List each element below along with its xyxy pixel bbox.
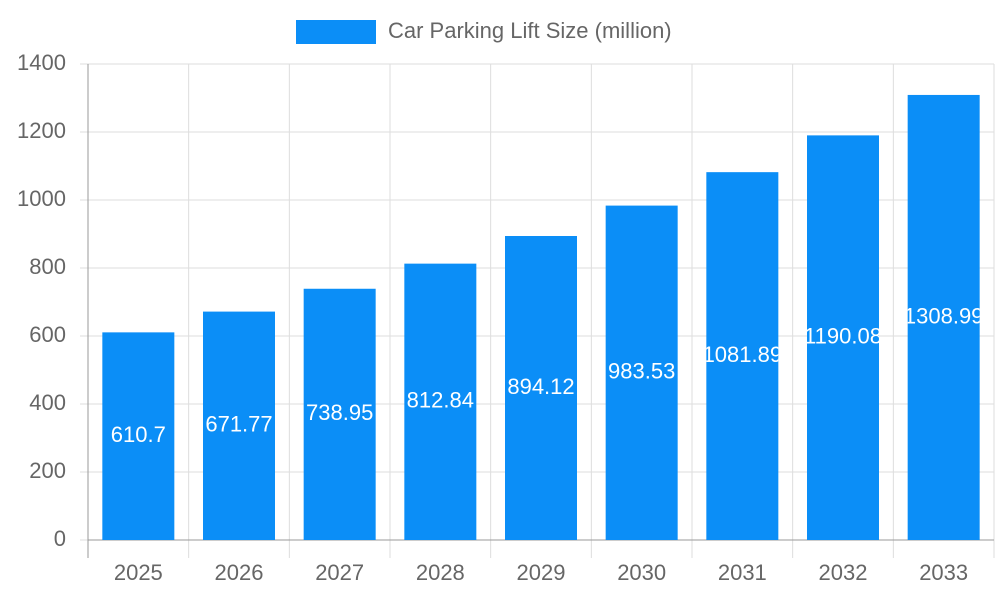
x-tick-label: 2029	[517, 560, 566, 585]
bar	[404, 263, 477, 540]
data-label: 1308.99	[904, 303, 984, 328]
x-tick-label: 2033	[919, 560, 968, 585]
bar	[505, 235, 577, 540]
bar	[706, 172, 779, 540]
y-tick-label: 800	[29, 254, 66, 279]
y-tick-label: 0	[54, 526, 66, 551]
x-tick-label: 2030	[617, 560, 666, 585]
y-tick-label: 1200	[17, 118, 66, 143]
bar	[102, 332, 175, 540]
y-tick-label: 400	[29, 390, 66, 415]
x-tick-label: 2032	[819, 560, 868, 585]
x-tick-label: 2025	[114, 560, 163, 585]
bar	[203, 311, 275, 540]
data-label: 812.84	[407, 388, 474, 413]
data-label: 671.77	[205, 412, 272, 437]
y-tick-label: 600	[29, 322, 66, 347]
legend-label: Car Parking Lift Size (million)	[388, 18, 672, 43]
y-tick-label: 200	[29, 458, 66, 483]
x-tick-label: 2028	[416, 560, 465, 585]
data-label: 610.7	[111, 422, 166, 447]
data-label: 1190.08	[804, 323, 882, 348]
x-tick-label: 2027	[315, 560, 364, 585]
data-label: 1081.89	[703, 342, 783, 367]
bar	[605, 205, 678, 540]
data-label: 983.53	[608, 359, 675, 384]
data-label: 894.12	[507, 374, 574, 399]
bar	[807, 135, 879, 540]
x-tick-label: 2031	[718, 560, 767, 585]
legend-swatch	[296, 20, 376, 44]
y-tick-label: 1000	[17, 186, 66, 211]
data-label: 738.95	[306, 400, 373, 425]
y-tick-label: 1400	[17, 50, 66, 75]
bar	[907, 94, 980, 541]
x-tick-label: 2026	[215, 560, 264, 585]
bar	[303, 288, 376, 540]
